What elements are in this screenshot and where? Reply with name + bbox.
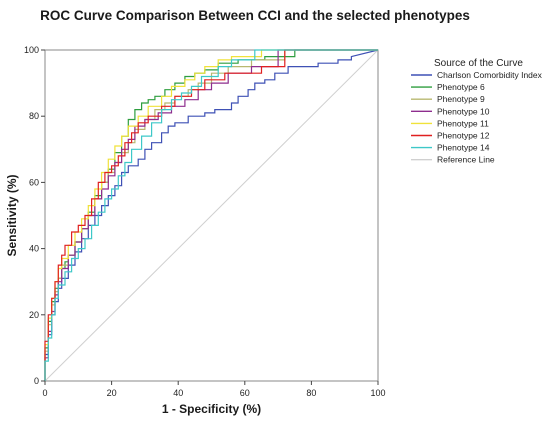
x-tick-label: 100 — [370, 388, 385, 398]
legend-label-phenotype-11: Phenotype 11 — [437, 118, 489, 128]
x-tick-label: 60 — [240, 388, 250, 398]
plot-area — [44, 49, 379, 382]
legend-label-charlson-comorbidity-index: Charlson Comorbidity Index — [437, 70, 543, 80]
y-tick-label: 40 — [29, 244, 39, 254]
y-axis-label: Sensitivity (%) — [5, 174, 19, 256]
legend-label-phenotype-14: Phenotype 14 — [437, 143, 490, 153]
chart-title: ROC Curve Comparison Between CCI and the… — [40, 8, 470, 23]
y-tick-label: 20 — [29, 310, 39, 320]
x-tick-label: 20 — [107, 388, 117, 398]
series-line-phenotype-12 — [44, 49, 378, 381]
legend-label-phenotype-6: Phenotype 6 — [437, 82, 485, 92]
plot-frame — [44, 49, 379, 382]
x-axis-label: 1 - Specificity (%) — [162, 402, 261, 416]
y-tick-label: 0 — [34, 376, 39, 386]
x-tick-label: 0 — [42, 388, 47, 398]
legend-label-phenotype-9: Phenotype 9 — [437, 94, 485, 104]
series-line-phenotype-14 — [44, 49, 378, 381]
y-tick-label: 60 — [29, 177, 39, 187]
y-tick-label: 80 — [29, 111, 39, 121]
legend-label-phenotype-12: Phenotype 12 — [437, 131, 490, 141]
x-tick-label: 40 — [173, 388, 183, 398]
legend-label-reference-line: Reference Line — [437, 155, 495, 165]
legend-title: Source of the Curve — [434, 58, 523, 69]
series-line-reference-line — [44, 49, 379, 382]
x-tick-label: 80 — [306, 388, 316, 398]
series-line-charlson-comorbidity-index — [44, 49, 379, 381]
y-tick-label: 100 — [24, 45, 39, 55]
legend-label-phenotype-10: Phenotype 10 — [437, 106, 490, 116]
axes: 0 20 40 60 80 100 0 20 40 60 80 100 1 - Specificity … — [5, 45, 386, 416]
